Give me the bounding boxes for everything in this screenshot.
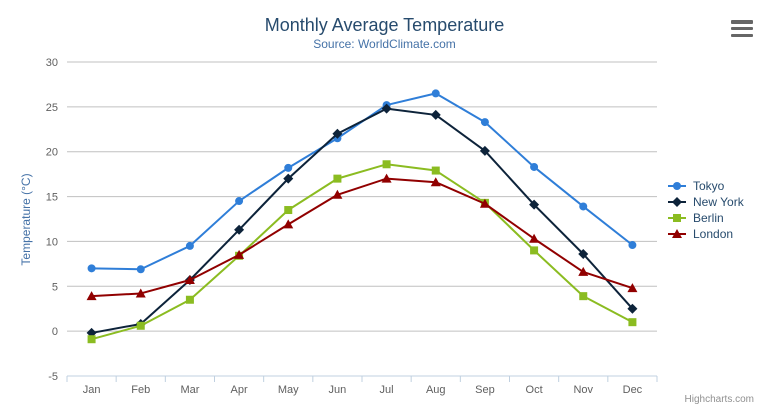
legend-label: New York [693,195,744,209]
point-marker [136,321,145,330]
legend-label: London [693,227,734,241]
point-marker [529,233,540,243]
point-marker [579,202,588,211]
point-marker [529,199,540,210]
y-axis-label: 10 [46,236,58,248]
point-marker [283,219,294,229]
point-marker [430,177,441,187]
point-marker [627,303,638,314]
point-marker [381,103,392,114]
point-marker [579,292,588,301]
point-marker [332,189,343,199]
y-axis-label: 20 [46,147,58,159]
point-marker [185,295,194,304]
point-marker [530,162,539,171]
point-marker [628,318,637,327]
y-axis-label: 15 [46,192,58,204]
point-marker [283,173,294,184]
point-marker [87,335,96,344]
x-axis-label: Dec [623,384,643,396]
legend-label: Tokyo [693,179,725,193]
circle-marker-icon [668,182,686,190]
y-axis-title: Temperature (°C) [19,173,33,266]
point-marker [672,229,682,238]
point-marker [184,275,195,285]
point-marker [431,89,440,98]
series-line-new-york [90,107,634,334]
chart-subtitle: Source: WorldClimate.com [313,37,456,51]
legend-label: Berlin [693,211,724,225]
point-marker [578,266,589,276]
hamburger-icon [731,26,753,31]
point-marker [87,264,96,273]
hamburger-icon [731,33,753,37]
point-marker [235,197,244,206]
hamburger-icon [731,20,753,24]
x-axis-label: May [278,384,299,396]
point-marker [578,248,589,259]
x-axis-label: Nov [573,384,593,396]
series-london[interactable] [86,173,638,301]
y-axis-label: 5 [52,281,58,293]
y-axis-label: 0 [52,326,58,338]
point-marker [284,206,293,215]
credits-link[interactable]: Highcharts.com [684,394,754,405]
point-marker [431,166,440,175]
x-axis-label: Feb [131,384,150,396]
point-marker [673,214,681,222]
x-axis-label: Jan [83,384,101,396]
series-line-london [90,177,634,298]
point-marker [479,198,490,208]
point-marker [86,291,97,301]
legend-item-new-york[interactable]: New York [668,194,744,210]
point-marker [479,145,490,156]
x-axis-label: Jul [380,384,394,396]
legend: Tokyo New York Berlin London [668,178,744,242]
point-marker [135,288,146,298]
legend-item-berlin[interactable]: Berlin [668,210,744,226]
x-axis-label: Mar [180,384,199,396]
series-tokyo[interactable] [87,89,637,274]
point-marker [382,160,391,169]
x-axis-label: Apr [231,384,248,396]
diamond-marker-icon [668,197,686,207]
triangle-marker-icon [668,229,686,238]
legend-item-tokyo[interactable]: Tokyo [668,178,744,194]
point-marker [628,241,637,250]
point-marker [185,241,194,250]
x-axis-label: Sep [475,384,495,396]
point-marker [381,173,392,183]
point-marker [333,174,342,183]
point-marker [430,109,441,120]
point-marker [627,283,638,293]
series-new-york[interactable] [86,103,638,338]
export-menu-button[interactable] [730,17,755,40]
y-axis-label: 30 [46,57,58,69]
point-marker [234,249,245,259]
point-marker [234,224,245,235]
point-marker [136,265,145,274]
chart-title: Monthly Average Temperature [264,15,505,35]
point-marker [530,246,539,255]
square-marker-icon [668,214,686,222]
point-marker [284,163,293,172]
y-axis-label: -5 [48,371,58,383]
x-axis-label: Jun [329,384,347,396]
y-axis-label: 25 [46,102,58,114]
point-marker [672,197,682,207]
x-axis-label: Oct [526,384,543,396]
point-marker [673,182,681,190]
series-line-tokyo [90,92,634,271]
x-axis-label: Aug [426,384,446,396]
legend-item-london[interactable]: London [668,226,744,242]
series-line-berlin [90,163,634,341]
point-marker [332,128,343,139]
point-marker [480,118,489,127]
